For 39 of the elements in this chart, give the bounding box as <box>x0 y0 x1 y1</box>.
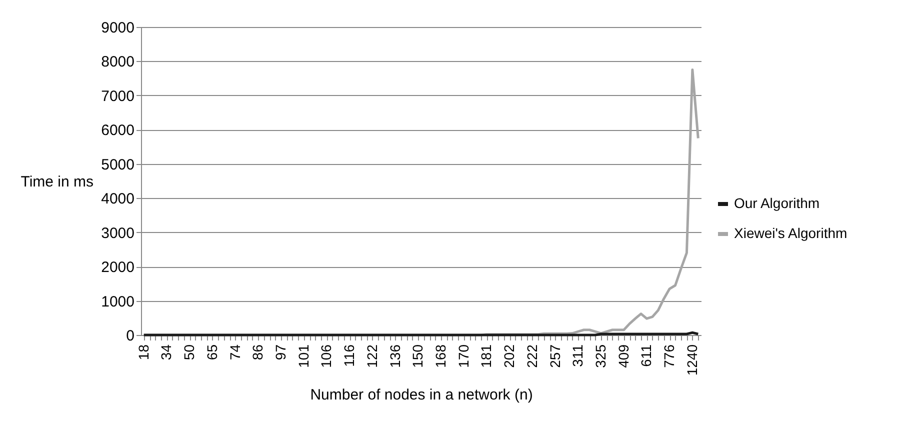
x-tick-label: 106 <box>318 344 334 368</box>
x-tick-label: 311 <box>570 344 586 367</box>
x-tick-label: 776 <box>661 344 678 368</box>
x-tick-label: 86 <box>250 344 266 360</box>
x-tick-label: 136 <box>386 344 403 368</box>
y-tick-label: 0 <box>126 328 134 344</box>
legend-label: Our Algorithm <box>734 195 820 211</box>
y-tick-label: 4000 <box>101 190 134 208</box>
x-tick-label: 122 <box>364 344 380 368</box>
x-tick-label: 65 <box>204 344 220 360</box>
x-tick-label: 101 <box>295 344 312 368</box>
x-tick-label: 202 <box>501 344 518 368</box>
x-tick-label: 18 <box>135 344 152 360</box>
y-tick-label: 3000 <box>101 224 134 242</box>
x-tick-label: 50 <box>181 344 198 360</box>
y-tick-label: 8000 <box>101 54 134 71</box>
x-tick-label: 97 <box>272 344 288 360</box>
x-tick-label: 181 <box>478 344 494 368</box>
y-tick-label: 5000 <box>101 156 134 174</box>
x-axis-title: Number of nodes in a network (n) <box>310 386 533 404</box>
x-tick-label: 1240 <box>684 344 700 376</box>
x-tick-label: 611 <box>638 344 654 367</box>
x-tick-label: 34 <box>158 344 174 360</box>
x-tick-label: 168 <box>432 344 448 368</box>
x-tick-label: 222 <box>524 344 540 368</box>
x-tick-label: 74 <box>226 344 243 360</box>
y-tick-label: 2000 <box>101 259 134 276</box>
y-axis-title: Time in ms <box>20 174 94 190</box>
x-tick-label: 257 <box>546 344 563 368</box>
x-tick-label: 170 <box>455 344 472 368</box>
y-tick-label: 1000 <box>101 293 134 310</box>
y-tick-label: 7000 <box>101 88 134 105</box>
x-tick-label: 325 <box>592 344 608 368</box>
x-tick-label: 409 <box>615 344 632 368</box>
legend-label: Xiewei's Algorithm <box>734 225 848 241</box>
x-tick-label: 150 <box>410 344 426 368</box>
x-tick-label: 116 <box>341 344 358 367</box>
y-tick-label: 6000 <box>101 122 134 140</box>
y-tick-label: 9000 <box>101 20 134 36</box>
